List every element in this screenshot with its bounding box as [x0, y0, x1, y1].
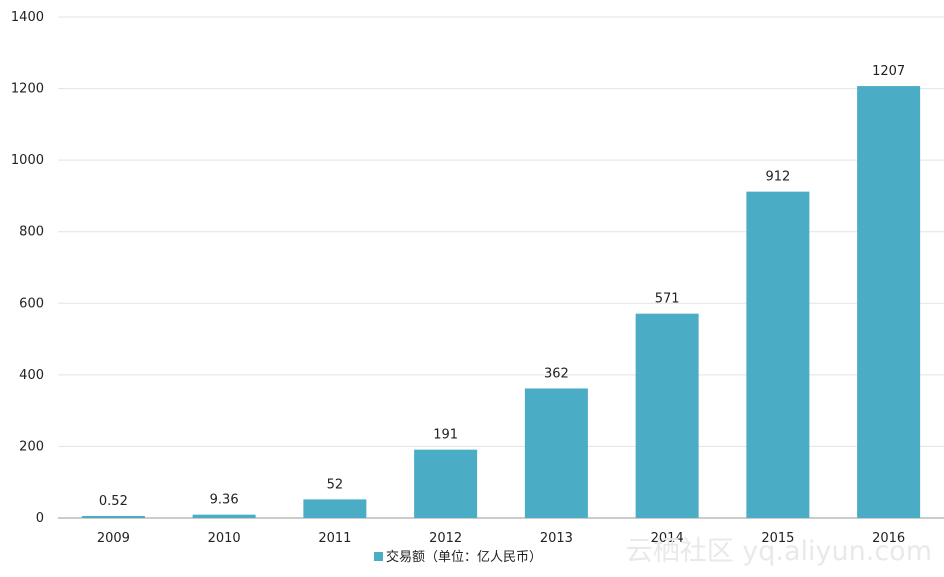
- y-tick-label: 1200: [11, 82, 44, 97]
- data-label: 362: [544, 366, 569, 381]
- data-label: 9.36: [210, 493, 239, 508]
- data-label: 1207: [872, 64, 905, 79]
- x-tick-label: 2015: [761, 531, 794, 546]
- x-tick-label: 2012: [429, 531, 462, 546]
- bars-group: [81, 86, 921, 519]
- gridlines: [58, 16, 944, 447]
- bar: [414, 449, 478, 518]
- x-tick-label: 2016: [872, 531, 905, 546]
- y-tick-label: 400: [19, 368, 44, 383]
- value-labels: 0.52 9.36 52 191 362 571 912 1207: [99, 64, 905, 509]
- x-tick-label: 2014: [651, 531, 684, 546]
- x-tick-label: 2009: [97, 531, 130, 546]
- data-label: 52: [327, 477, 344, 492]
- y-axis-ticks: 0 200 400 600 800 1000 1200 1400: [11, 10, 44, 526]
- y-tick-label: 1000: [11, 153, 44, 168]
- legend-label: 交易额（单位：亿人民币）: [386, 549, 542, 565]
- y-tick-label: 0: [36, 511, 44, 526]
- bar: [746, 191, 810, 519]
- legend: 交易额（单位：亿人民币）: [374, 549, 542, 565]
- x-tick-label: 2011: [318, 531, 351, 546]
- x-tick-label: 2010: [208, 531, 241, 546]
- bar: [192, 514, 256, 518]
- data-label: 571: [655, 292, 680, 307]
- data-label: 191: [433, 428, 458, 443]
- legend-swatch: [374, 552, 383, 561]
- y-tick-label: 600: [19, 296, 44, 311]
- bar: [81, 516, 145, 518]
- bar: [635, 313, 699, 518]
- data-label: 912: [765, 170, 790, 185]
- bar: [857, 86, 921, 518]
- data-label: 0.52: [99, 494, 128, 509]
- watermark-text: 云栖社区 yq.aliyun.com: [626, 536, 932, 567]
- y-tick-label: 800: [19, 225, 44, 240]
- x-axis-ticks: 2009 2010 2011 2012 2013 2014 2015 2016: [97, 531, 905, 546]
- x-tick-label: 2013: [540, 531, 573, 546]
- bar: [524, 388, 588, 518]
- y-tick-label: 1400: [11, 10, 44, 25]
- bar: [303, 499, 367, 518]
- y-tick-label: 200: [19, 439, 44, 454]
